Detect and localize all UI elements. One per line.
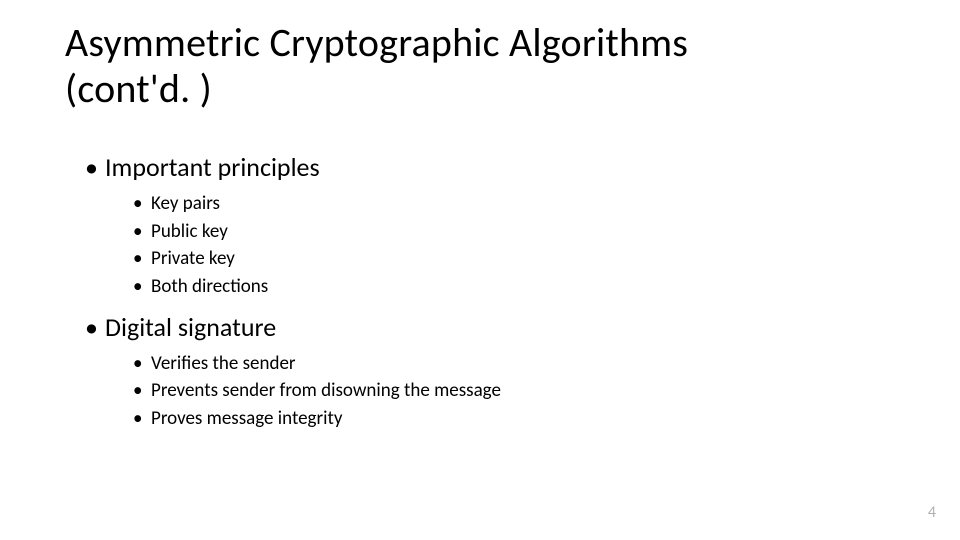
slide-title: Asymmetric Cryptographic Algorithms (con… [65, 20, 905, 112]
bullet-list-level2: Verifies the sender Prevents sender from… [105, 351, 885, 432]
list-item: Public key [105, 219, 885, 245]
list-item: Private key [105, 246, 885, 272]
list-item: Proves message integrity [105, 406, 885, 432]
page-number: 4 [928, 503, 936, 522]
title-line-2: (cont'd. ) [65, 64, 212, 113]
bullet-text: Verifies the sender [151, 352, 296, 375]
slide: Asymmetric Cryptographic Algorithms (con… [0, 0, 960, 540]
bullet-text: Public key [151, 220, 228, 243]
bullet-text: Proves message integrity [151, 407, 342, 430]
list-item: Verifies the sender [105, 351, 885, 377]
bullet-text: Key pairs [151, 192, 220, 215]
slide-body: Important principles Key pairs Public ke… [85, 150, 885, 442]
bullet-text: Both directions [151, 275, 268, 298]
bullet-text: Important principles [105, 151, 320, 183]
list-item: Key pairs [105, 191, 885, 217]
list-item: Digital signature Verifies the sender Pr… [85, 310, 885, 432]
list-item: Important principles Key pairs Public ke… [85, 150, 885, 300]
title-line-1: Asymmetric Cryptographic Algorithms [65, 18, 688, 67]
list-item: Both directions [105, 274, 885, 300]
bullet-list-level1: Important principles Key pairs Public ke… [85, 150, 885, 432]
bullet-text: Digital signature [105, 311, 276, 343]
bullet-text: Private key [151, 247, 235, 270]
list-item: Prevents sender from disowning the messa… [105, 378, 885, 404]
bullet-list-level2: Key pairs Public key Private key Both di… [105, 191, 885, 300]
bullet-text: Prevents sender from disowning the messa… [151, 379, 501, 402]
